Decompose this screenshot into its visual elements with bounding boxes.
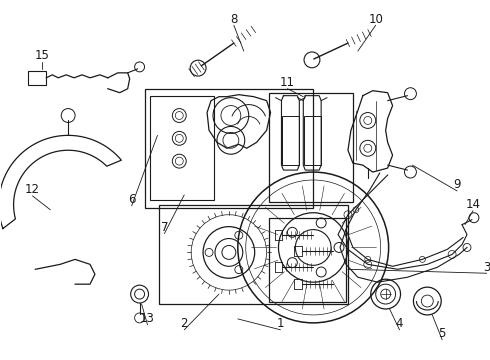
Bar xyxy=(159,205,348,304)
Text: 8: 8 xyxy=(230,13,238,26)
Text: 11: 11 xyxy=(280,76,295,89)
Text: 3: 3 xyxy=(483,261,490,274)
Bar xyxy=(269,93,353,202)
Text: 1: 1 xyxy=(277,318,284,330)
Text: 15: 15 xyxy=(35,49,50,63)
Text: 2: 2 xyxy=(180,318,188,330)
Text: 6: 6 xyxy=(128,193,135,206)
Bar xyxy=(28,71,47,85)
Bar xyxy=(282,116,299,165)
Text: 12: 12 xyxy=(25,184,40,197)
Text: 13: 13 xyxy=(140,312,155,325)
Text: 7: 7 xyxy=(161,221,168,234)
Text: 10: 10 xyxy=(368,13,383,26)
Text: 5: 5 xyxy=(439,327,446,340)
Bar xyxy=(269,218,346,302)
Text: 4: 4 xyxy=(396,318,403,330)
Bar xyxy=(304,116,321,165)
Text: 14: 14 xyxy=(466,198,481,211)
Bar xyxy=(149,96,214,200)
Text: 9: 9 xyxy=(453,179,461,192)
Bar xyxy=(145,89,313,208)
